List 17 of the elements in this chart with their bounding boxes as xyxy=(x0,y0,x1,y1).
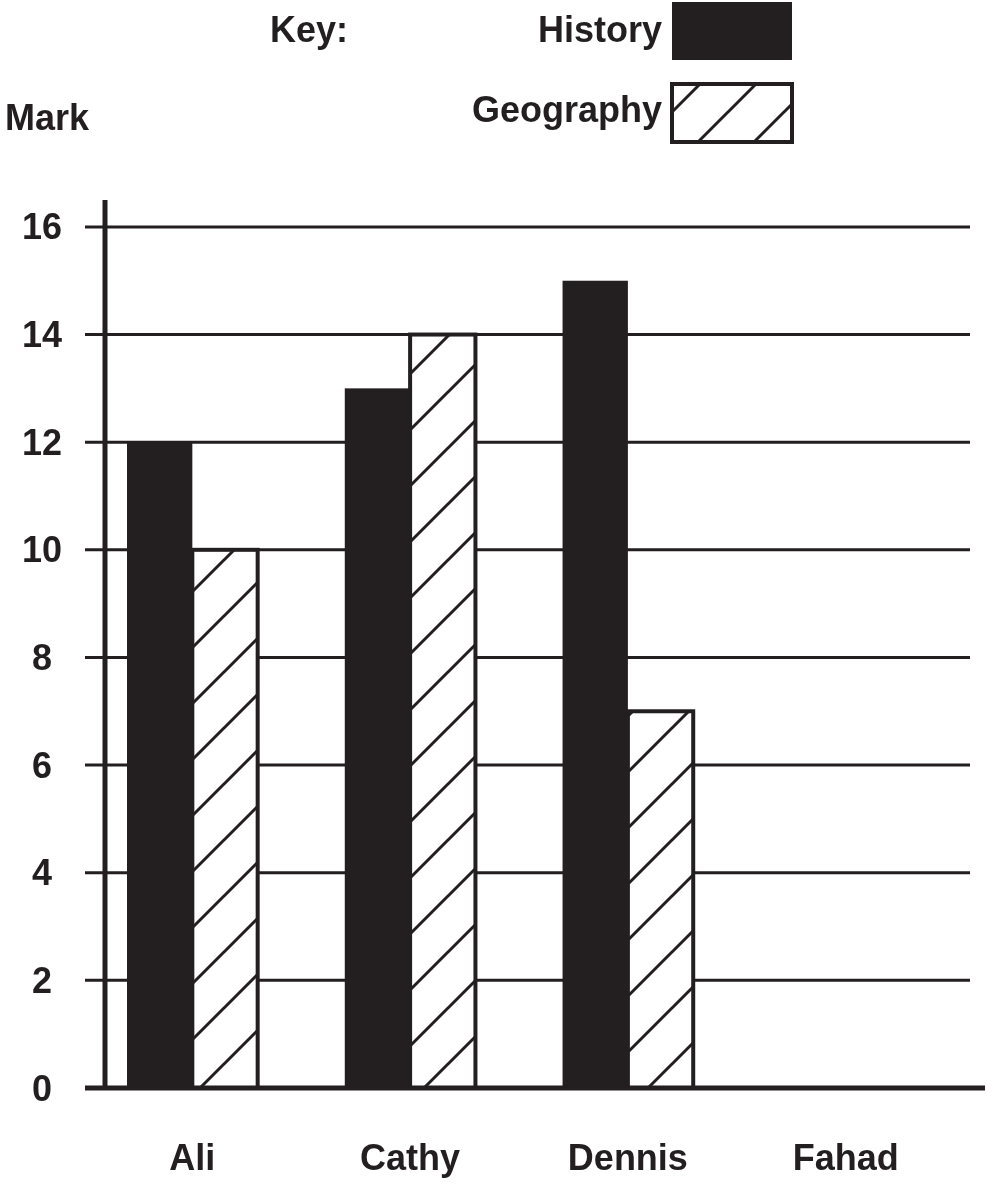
legend-title: Key: xyxy=(270,9,349,50)
y-tick-label: 8 xyxy=(31,636,53,678)
x-tick-label: Cathy xyxy=(360,1137,461,1178)
y-tick-label: 0 xyxy=(31,1067,53,1109)
legend-label: History xyxy=(537,9,662,50)
y-tick-label: 6 xyxy=(31,744,53,786)
x-tick-label: Dennis xyxy=(567,1137,688,1178)
legend-label: Geography xyxy=(471,89,662,130)
y-tick-label: 14 xyxy=(21,314,63,356)
y-tick-label: 2 xyxy=(31,959,53,1001)
y-tick-label: 10 xyxy=(21,529,63,571)
y-tick-label: 16 xyxy=(21,206,63,248)
y-tick-label: 12 xyxy=(21,421,63,463)
x-tick-label: Ali xyxy=(169,1137,216,1178)
y-tick-label: 4 xyxy=(31,852,53,894)
y-axis-title: Mark xyxy=(5,97,91,138)
x-tick-label: Fahad xyxy=(792,1137,899,1178)
